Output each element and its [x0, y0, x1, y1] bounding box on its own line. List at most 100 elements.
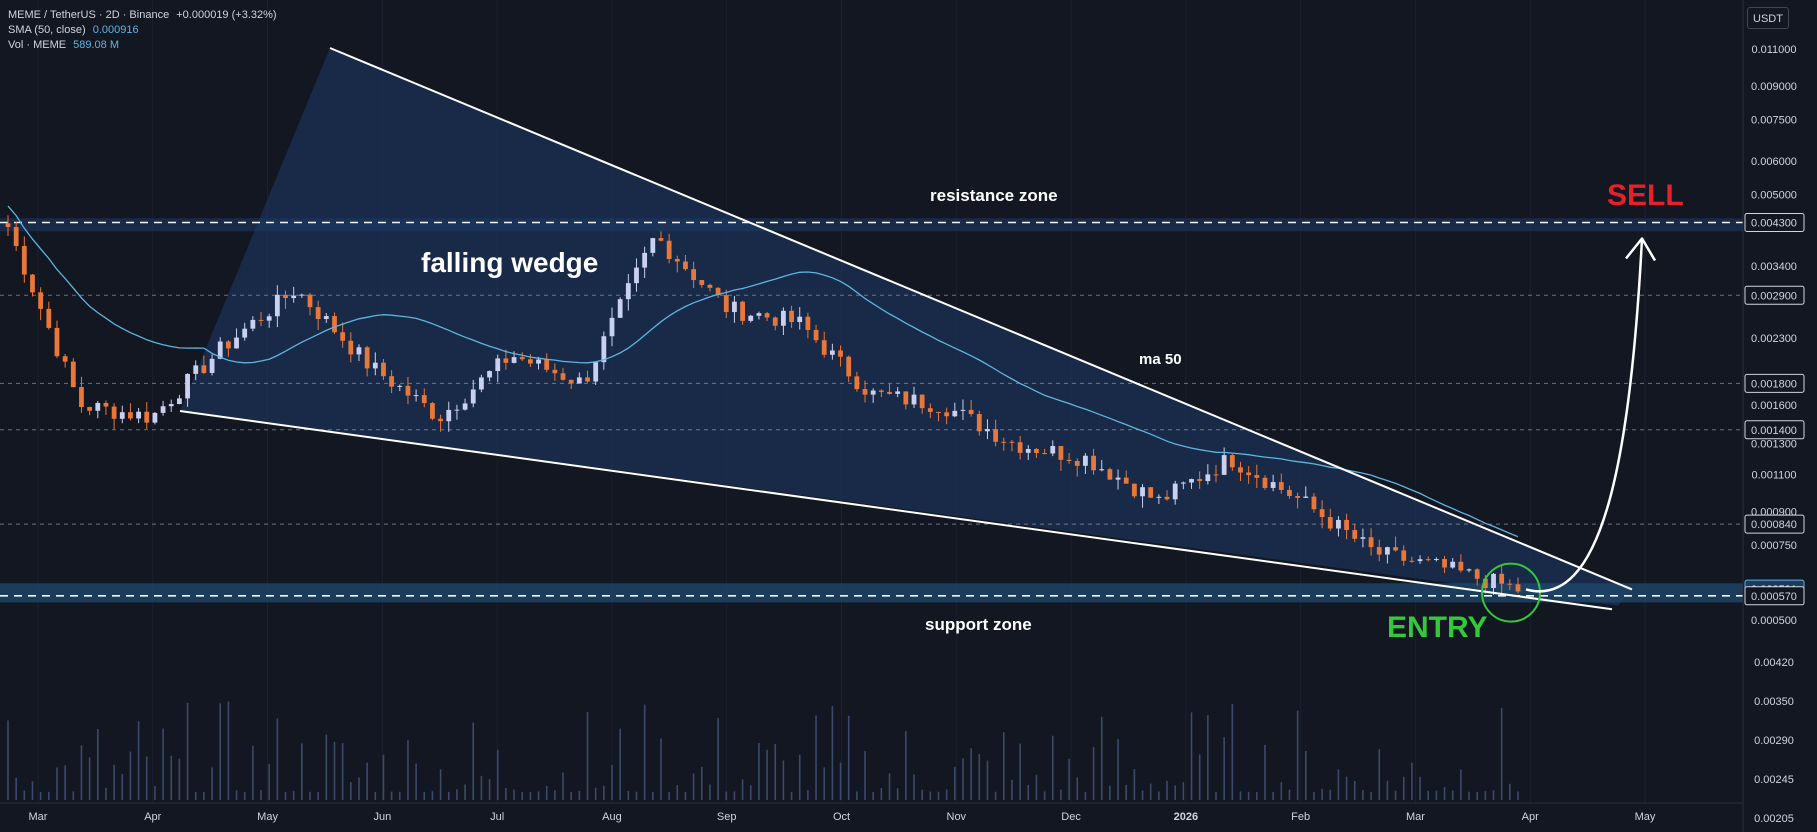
candle-body-32	[266, 316, 272, 321]
price-tick-label-2: 0.007500	[1751, 115, 1797, 127]
price-label-box-7	[1744, 285, 1805, 305]
legend-vol-row[interactable]: Vol · MEME 589.08 M	[8, 38, 277, 53]
candle-body-112	[919, 394, 925, 409]
candle-body-51	[421, 395, 427, 404]
candle-body-85	[699, 280, 705, 285]
time-tick-label-1: Apr	[144, 811, 161, 823]
time-tick-label-3: Jun	[373, 811, 391, 823]
candle-body-172	[1409, 560, 1415, 562]
candle-body-130	[1066, 459, 1072, 461]
candle-body-123	[1009, 441, 1015, 443]
falling-wedge-label: falling wedge	[421, 247, 599, 278]
candle-body-30	[250, 319, 256, 329]
candle-body-87	[715, 287, 721, 296]
candle-body-138	[1131, 483, 1137, 497]
time-tick-label-6: Sep	[717, 811, 737, 823]
candle-body-35	[291, 295, 297, 299]
candle-body-176	[1442, 559, 1447, 568]
candle-body-145	[1189, 479, 1194, 483]
wedge-fill	[180, 48, 1632, 606]
candle-body-100	[821, 340, 827, 355]
candle-body-69	[568, 379, 574, 384]
support-zone-band	[0, 583, 1743, 603]
candle-body-117	[960, 409, 966, 411]
candle-body-22	[185, 373, 190, 399]
candle-body-177	[1450, 561, 1456, 568]
candle-body-24	[201, 365, 207, 373]
candle-body-28	[234, 337, 239, 349]
candle-body-99	[813, 329, 819, 341]
candle-body-180	[1474, 569, 1480, 579]
candle-body-120	[985, 429, 990, 432]
candle-body-83	[683, 261, 688, 270]
candle-body-58	[479, 377, 484, 390]
candle-body-86	[707, 284, 713, 288]
trendline-drawings	[179, 47, 1657, 623]
price-tick-label-7: 0.002900	[1751, 290, 1797, 302]
legend-sma-label: SMA (50, close)	[8, 24, 86, 36]
candle-body-49	[405, 385, 411, 396]
candle-body-149	[1221, 455, 1227, 475]
candle-body-20	[168, 404, 174, 407]
price-tick-label-4: 0.005000	[1751, 190, 1797, 202]
candle-body-6	[54, 327, 60, 357]
candle-body-101	[829, 350, 835, 355]
candle-body-72	[593, 362, 599, 382]
candle-body-5	[46, 308, 52, 328]
time-tick-label-5: Aug	[602, 811, 622, 823]
candle-body-121	[993, 429, 999, 442]
candle-body-76	[625, 283, 631, 300]
candle-body-18	[152, 412, 158, 423]
candle-body-62	[511, 357, 517, 363]
price-tick-label-5: 0.004300	[1751, 218, 1797, 230]
candle-body-74	[609, 317, 615, 337]
volume-tick-label-3: 0.00245	[1754, 774, 1794, 786]
price-tick-label-18: 0.000570	[1751, 591, 1797, 603]
time-tick-label-2: May	[257, 811, 278, 823]
price-label-box-5	[1744, 213, 1805, 233]
candle-body-155	[1270, 482, 1276, 488]
candle-body-9	[79, 387, 84, 408]
candle-body-0	[5, 223, 11, 228]
legend-sma-row[interactable]: SMA (50, close) 0.000916	[8, 23, 277, 38]
price-axis[interactable]: 0.011000 0.009000 0.007500 0.006000 0.005000…	[1744, 44, 1805, 825]
price-tick-label-10: 0.001600	[1751, 400, 1797, 412]
candle-body-167	[1368, 537, 1374, 548]
candle-body-157	[1287, 489, 1292, 497]
candle-body-116	[952, 410, 958, 417]
candle-body-11	[95, 402, 101, 411]
candle-body-71	[585, 377, 590, 382]
candle-body-46	[381, 362, 386, 377]
sell-label: SELL	[1607, 179, 1684, 212]
candle-body-1	[13, 227, 19, 246]
horizontal-levels	[0, 221, 1743, 597]
candle-body-56	[462, 403, 468, 410]
time-tick-label-12: Mar	[1406, 811, 1425, 823]
candle-body-175	[1433, 559, 1439, 561]
candle-body-25	[209, 358, 215, 373]
candle-body-135	[1107, 469, 1113, 480]
candle-body-183	[1499, 573, 1505, 584]
currency-button[interactable]: USDT	[1747, 7, 1789, 29]
candle-body-110	[903, 391, 909, 405]
candle-body-29	[242, 328, 248, 338]
candle-body-15	[128, 412, 133, 419]
candle-body-169	[1385, 547, 1390, 555]
candle-body-93	[764, 313, 770, 318]
support-zone-label: support zone	[925, 615, 1032, 634]
candle-body-16	[136, 411, 141, 419]
legend-symbol-row[interactable]: MEME / TetherUS · 2D · Binance +0.000019…	[8, 8, 277, 23]
candle-body-96	[789, 310, 794, 323]
candle-body-70	[576, 377, 582, 384]
candle-body-144	[1180, 482, 1186, 484]
price-tick-label-11: 0.001400	[1751, 425, 1797, 437]
candle-body-166	[1360, 537, 1366, 539]
time-tick-label-13: Apr	[1522, 811, 1539, 823]
time-axis[interactable]: Mar Apr May Jun Jul Aug Sep Oct Nov Dec 2026 Feb Mar…	[29, 811, 1656, 823]
candle-body-104	[854, 376, 860, 390]
volume-tick-label-0: 0.00420	[1754, 657, 1794, 669]
time-tick-label-14: May	[1635, 811, 1656, 823]
legend-symbol[interactable]: MEME / TetherUS · 2D · Binance	[8, 9, 170, 21]
candle-body-150	[1229, 455, 1235, 468]
